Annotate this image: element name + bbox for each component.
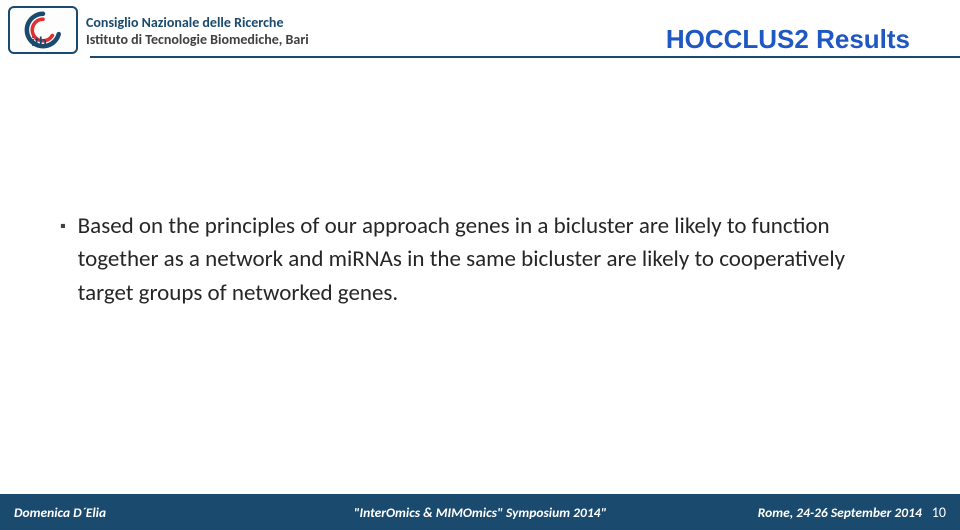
logo-area: itb Consiglio Nazionale delle Ricerche I… — [8, 6, 309, 54]
slide: itb Consiglio Nazionale delle Ricerche I… — [0, 0, 960, 530]
header: itb Consiglio Nazionale delle Ricerche I… — [0, 0, 960, 70]
footer-right: Rome, 24-26 September 2014 10 — [758, 504, 946, 521]
page-number: 10 — [932, 504, 946, 521]
header-divider — [90, 56, 960, 58]
itb-logo: itb — [8, 6, 78, 54]
bullet-item: ▪ Based on the principles of our approac… — [60, 210, 900, 310]
bullet-marker: ▪ — [60, 215, 66, 238]
logo-initials-text: itb — [31, 35, 47, 49]
swirl-icon: itb — [16, 10, 70, 50]
org-name-line2: Istituto di Tecnologie Biomediche, Bari — [86, 32, 309, 49]
org-text: Consiglio Nazionale delle Ricerche Istit… — [86, 15, 309, 49]
footer-location-date: Rome, 24-26 September 2014 — [758, 504, 922, 521]
bullet-text: Based on the principles of our approach … — [78, 210, 900, 310]
slide-title: HOCCLUS2 Results — [666, 24, 910, 55]
footer-author: Domenica D´Elia — [14, 504, 106, 521]
org-name-line1: Consiglio Nazionale delle Ricerche — [86, 15, 309, 32]
content-area: ▪ Based on the principles of our approac… — [60, 210, 900, 310]
footer-bar: Domenica D´Elia "InterOmics & MIMOmics" … — [0, 494, 960, 530]
footer-event: "InterOmics & MIMOmics" Symposium 2014" — [354, 504, 607, 521]
